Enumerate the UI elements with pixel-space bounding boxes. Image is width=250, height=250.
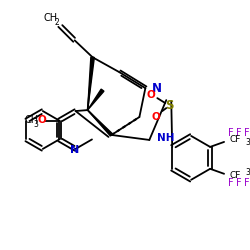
Text: O: O xyxy=(38,114,47,124)
Text: N: N xyxy=(152,82,162,95)
Text: F: F xyxy=(236,128,242,138)
Text: CH: CH xyxy=(24,114,38,124)
Text: NH: NH xyxy=(157,133,175,143)
Text: F: F xyxy=(244,128,250,138)
Text: 2: 2 xyxy=(54,18,59,27)
Text: F: F xyxy=(236,178,242,188)
Text: O: O xyxy=(152,112,161,122)
Polygon shape xyxy=(88,57,94,110)
Polygon shape xyxy=(88,110,112,136)
Text: 3: 3 xyxy=(33,120,38,128)
Text: F: F xyxy=(244,178,250,188)
Text: CF: CF xyxy=(229,171,241,180)
Text: N: N xyxy=(70,145,79,155)
Text: CH: CH xyxy=(44,14,58,24)
Text: S: S xyxy=(165,98,173,112)
Text: O: O xyxy=(147,90,156,100)
Polygon shape xyxy=(88,89,104,110)
Text: 3: 3 xyxy=(246,138,250,147)
Text: F: F xyxy=(228,178,234,188)
Text: CF: CF xyxy=(229,136,241,144)
Text: F: F xyxy=(228,128,234,138)
Text: 3: 3 xyxy=(246,168,250,177)
